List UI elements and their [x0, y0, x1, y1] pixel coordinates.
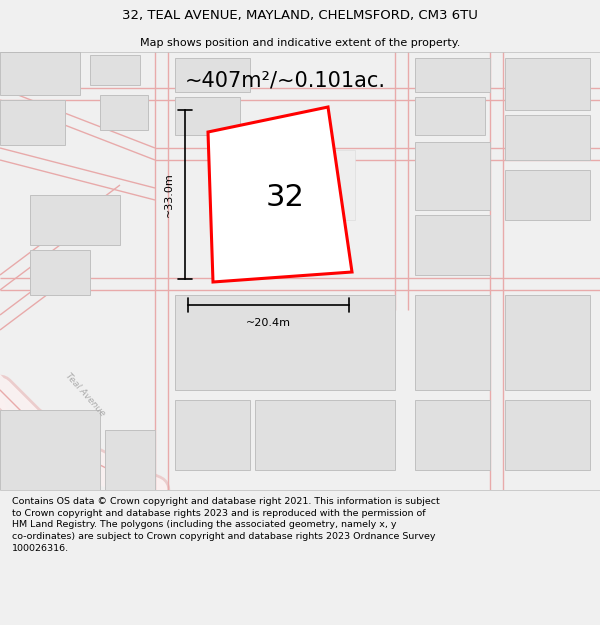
Polygon shape: [30, 250, 90, 295]
Polygon shape: [90, 55, 140, 85]
Polygon shape: [175, 295, 395, 390]
Polygon shape: [250, 150, 355, 220]
Polygon shape: [175, 400, 250, 470]
Text: ~407m²/~0.101ac.: ~407m²/~0.101ac.: [185, 70, 386, 90]
Polygon shape: [105, 430, 155, 490]
Polygon shape: [30, 195, 120, 245]
Polygon shape: [175, 58, 250, 92]
Polygon shape: [0, 100, 65, 145]
Polygon shape: [415, 97, 485, 135]
Polygon shape: [208, 107, 352, 282]
Polygon shape: [255, 400, 395, 470]
Polygon shape: [505, 115, 590, 160]
Polygon shape: [505, 295, 590, 390]
Polygon shape: [505, 170, 590, 220]
Polygon shape: [415, 142, 490, 210]
Polygon shape: [175, 97, 240, 135]
Polygon shape: [100, 95, 148, 130]
Text: 32: 32: [266, 182, 304, 211]
Text: Map shows position and indicative extent of the property.: Map shows position and indicative extent…: [140, 38, 460, 48]
Polygon shape: [415, 215, 490, 275]
Polygon shape: [0, 375, 155, 500]
Polygon shape: [0, 410, 100, 490]
Text: Teal Avenue: Teal Avenue: [64, 372, 107, 418]
Polygon shape: [415, 58, 490, 92]
Polygon shape: [505, 58, 590, 110]
Polygon shape: [415, 400, 490, 470]
Text: ~33.0m: ~33.0m: [164, 172, 174, 217]
Polygon shape: [0, 52, 80, 95]
Text: ~20.4m: ~20.4m: [246, 318, 291, 328]
Text: Contains OS data © Crown copyright and database right 2021. This information is : Contains OS data © Crown copyright and d…: [12, 497, 440, 553]
Polygon shape: [505, 400, 590, 470]
Text: 32, TEAL AVENUE, MAYLAND, CHELMSFORD, CM3 6TU: 32, TEAL AVENUE, MAYLAND, CHELMSFORD, CM…: [122, 9, 478, 22]
Polygon shape: [415, 295, 490, 390]
